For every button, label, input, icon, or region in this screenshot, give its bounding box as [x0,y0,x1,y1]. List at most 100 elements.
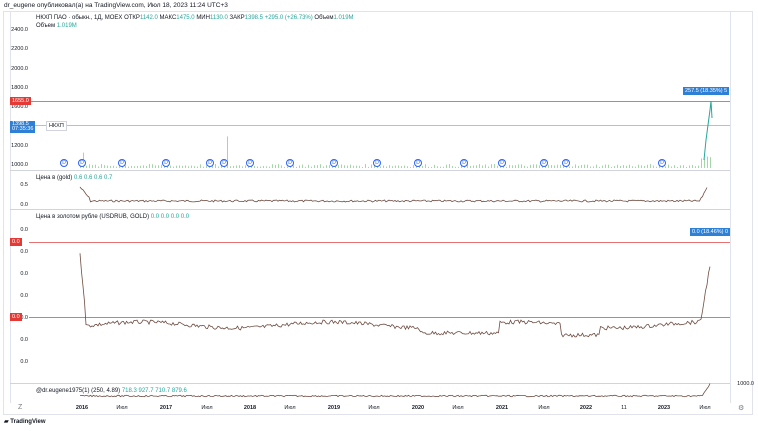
volume-bar [350,164,351,168]
volume-bar [140,165,141,168]
settings-icon[interactable]: ⚙ [738,405,745,412]
volume-bar [338,164,339,168]
volume-bar [230,166,231,168]
volume-bar [326,165,327,168]
current-price-tag: 1398.5 07:35:36 [10,121,36,133]
volume-bar [164,166,165,168]
volume-bar [266,166,267,168]
volume-bar [572,166,573,168]
legend-volume-value: 1.019M [333,15,354,21]
dividend-marker[interactable]: D [330,159,338,167]
volume-bar [536,164,537,168]
pane1-legend[interactable]: НКХП ПАО · обыкн., 1Д, MOEX ОТКР1142.0 М… [36,15,354,21]
volume-bar [563,166,564,168]
volume-bar [323,166,324,168]
pane3-ytick: 0.0 [20,249,28,255]
horizontal-line-red-top[interactable] [29,242,730,243]
volume-bar [557,164,558,168]
volume-bar [524,165,525,168]
time-axis-label: Июл [538,405,550,411]
volume-bar [392,166,393,168]
volume-bar [623,165,624,168]
pane4-legend[interactable]: @dr.eugene1975(1) (250, 4.89) 718.3 927.… [36,388,187,394]
volume-value: 1.019M [56,23,77,29]
volume-bar [404,165,405,168]
volume-bar [368,166,369,168]
volume-bar [710,157,711,168]
dividend-marker[interactable]: D [658,159,666,167]
pane1-ytick: 2400.0 [11,27,28,33]
volume-bar [152,164,153,168]
red-line-price-tag: 1655.0 [10,97,31,105]
pane2-legend[interactable]: Цена в (gold) 0.6 0.6 0.6 0.7 [36,175,113,181]
volume-bar [530,164,531,168]
volume-bar [479,164,480,168]
dividend-marker[interactable]: D [373,159,381,167]
volume-bar [176,165,177,168]
volume-bar [254,165,255,168]
volume-bars [80,136,711,168]
pane-separator[interactable] [10,383,730,384]
volume-bar [602,165,603,168]
pane-separator[interactable] [10,170,730,171]
zoom-icon[interactable]: Z [18,404,23,411]
dividend-marker[interactable]: D [60,159,68,167]
volume-bar [503,165,504,168]
volume-bar [647,164,648,168]
volume-bar [353,165,354,168]
volume-bar [449,164,450,168]
horizontal-line-red-mid[interactable] [29,317,730,318]
time-axis-label: Июл [201,405,213,411]
volume-bar [593,166,594,168]
dividend-marker[interactable]: D [78,159,86,167]
dividend-marker[interactable]: D [460,159,468,167]
dividend-marker[interactable]: D [118,159,126,167]
volume-legend[interactable]: Объем 1.019M [36,22,77,30]
volume-bar [680,165,681,168]
dividend-marker[interactable]: D [206,159,214,167]
pane3-measure-tag: 0.0 (18.46%) 0 [690,228,731,236]
volume-bar [566,166,567,168]
volume-bar [389,165,390,168]
volume-bar [599,166,600,168]
volume-bar [410,166,411,168]
pane3-series-line [79,253,711,338]
volume-bar [644,165,645,168]
volume-bar [650,164,651,168]
time-axis-label: 2017 [159,405,173,411]
dividend-marker[interactable]: D [162,159,170,167]
symbol-title[interactable]: НКХП ПАО · обыкн., 1Д, MOEX [36,15,123,21]
volume-bar [317,165,318,168]
volume-bar [296,166,297,168]
dividend-marker[interactable]: D [562,159,570,167]
volume-bar [632,166,633,168]
volume-bar [95,164,96,168]
volume-bar [506,166,507,168]
volume-bar [377,166,378,168]
dividend-marker[interactable]: D [246,159,254,167]
dividend-marker[interactable]: D [286,159,294,167]
dividend-marker[interactable]: D [414,159,422,167]
volume-bar [695,166,696,168]
volume-bar [128,166,129,168]
volume-bar [101,164,102,168]
volume-bar [149,164,150,168]
pane-separator[interactable] [10,209,730,210]
time-axis-label: 2022 [579,405,593,411]
volume-bar [218,166,219,168]
volume-bar [539,165,540,168]
chart-frame [3,11,753,415]
volume-bar [458,166,459,168]
horizontal-line-red[interactable] [29,101,730,102]
dividend-marker[interactable]: D [498,159,506,167]
volume-bar [185,165,186,168]
time-axis-label: 2019 [327,405,341,411]
symbol-tag: НКХП [46,121,67,131]
dividend-marker[interactable]: D [540,159,548,167]
dividend-marker[interactable]: D [220,159,228,167]
volume-bar [113,165,114,168]
volume-bar [560,164,561,168]
pane3-legend[interactable]: Цена в золотом рубле (USDRUB, GOLD) 0.0 … [36,214,190,220]
volume-bar [626,165,627,168]
